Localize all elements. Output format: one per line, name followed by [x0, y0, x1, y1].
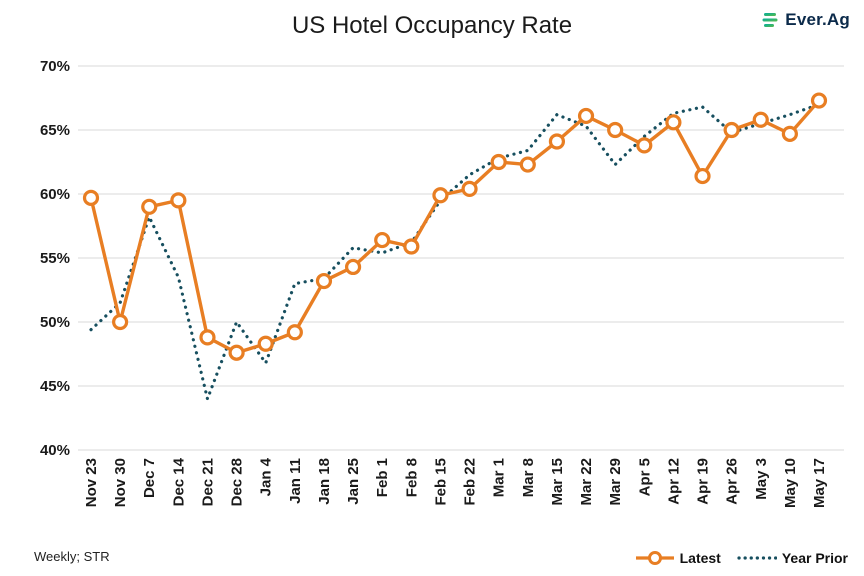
latest-data-point-marker: [694, 167, 711, 185]
year-prior-series-swatch-icon: [737, 556, 777, 560]
latest-data-point-marker: [607, 121, 624, 139]
source-note: Weekly; STR: [34, 549, 110, 564]
x-tick-label: Jan 4: [258, 457, 275, 496]
y-tick-label: 40%: [40, 442, 70, 459]
latest-data-point-marker: [577, 107, 595, 125]
x-tick-label: Feb 15: [432, 458, 449, 506]
chart-title: US Hotel Occupancy Rate: [291, 12, 573, 39]
y-tick-label: 65%: [40, 122, 70, 139]
latest-data-point-marker: [141, 198, 158, 215]
x-tick-label: Jan 11: [287, 458, 304, 504]
latest-data-point-marker: [548, 133, 566, 150]
latest-data-point-marker: [490, 153, 507, 171]
latest-data-point-marker: [752, 111, 769, 128]
y-tick-label: 50%: [40, 314, 70, 331]
latest-data-point-marker: [286, 324, 303, 341]
latest-data-point-marker: [810, 92, 828, 109]
x-tick-label: Apr 12: [665, 458, 682, 505]
x-tick-label: May 3: [753, 458, 770, 500]
series-year-prior-line: [89, 102, 821, 401]
latest-data-point-marker: [170, 192, 187, 209]
latest-data-point-marker: [82, 189, 100, 206]
gridlines: [78, 65, 844, 451]
x-tick-label: Jan 18: [316, 458, 333, 505]
y-tick-label: 60%: [40, 186, 70, 203]
x-tick-label: Mar 15: [549, 458, 566, 506]
latest-data-point-marker: [403, 238, 420, 255]
x-tick-label: May 10: [782, 458, 799, 508]
latest-data-point-marker: [519, 156, 536, 173]
x-tick-label: Nov 30: [112, 458, 129, 507]
x-tick-label: Dec 14: [170, 457, 187, 506]
legend-label-year-prior: Year Prior: [781, 550, 848, 566]
everag-logo: Ever.Ag: [760, 10, 850, 30]
latest-data-point-marker: [199, 329, 216, 346]
latest-data-point-marker: [112, 313, 129, 331]
x-tick-label: Mar 29: [607, 458, 624, 506]
footer-row: Weekly; STR Latest Year Prior: [0, 544, 864, 566]
x-tick-label: Mar 22: [578, 458, 595, 506]
y-tick-label: 70%: [40, 58, 70, 75]
latest-data-point-marker: [636, 137, 653, 154]
y-tick-label: 45%: [40, 378, 70, 395]
latest-data-point-marker: [665, 114, 682, 131]
x-tick-label: Nov 23: [83, 458, 100, 507]
x-tick-label: Jan 25: [345, 458, 362, 505]
everag-logo-icon: [762, 13, 778, 27]
x-tick-label: Mar 1: [491, 458, 508, 497]
latest-series-swatch-icon: [635, 551, 674, 565]
x-tick-label: Apr 5: [636, 458, 653, 496]
latest-data-point-marker: [315, 272, 333, 290]
latest-data-point-marker: [723, 121, 740, 139]
x-tick-label: Apr 26: [724, 458, 741, 505]
x-tick-label: Dec 28: [229, 458, 246, 506]
chart-legend: Latest Year Prior: [635, 550, 848, 566]
everag-logo-text: Ever.Ag: [785, 10, 850, 29]
x-tick-label: May 17: [811, 458, 828, 508]
x-tick-label: Dec 21: [199, 458, 216, 506]
legend-item-year-prior: Year Prior: [737, 550, 848, 566]
occupancy-line-chart: 40% 45% 50% 55% 60% 65% 70% Nov 23 Nov 30 Dec 7 De…: [40, 58, 844, 508]
latest-data-point-marker: [781, 125, 798, 142]
latest-data-point-marker: [228, 344, 245, 361]
x-axis-tick-labels: Nov 23 Nov 30 Dec 7 Dec 14 Dec 21 Dec 28 Jan 4…: [83, 457, 828, 508]
x-tick-label: Apr 19: [695, 458, 712, 505]
latest-data-point-marker: [461, 180, 478, 197]
series-latest-line: [89, 99, 821, 355]
y-tick-label: 55%: [40, 250, 70, 267]
series-latest-markers: [82, 92, 828, 361]
latest-data-point-marker: [257, 335, 274, 352]
x-tick-label: Mar 8: [520, 458, 537, 497]
y-axis-tick-labels: 40% 45% 50% 55% 60% 65% 70%: [40, 58, 70, 459]
legend-item-latest: Latest: [635, 550, 721, 566]
legend-label-latest: Latest: [679, 550, 721, 566]
x-tick-label: Feb 8: [403, 458, 420, 497]
latest-data-point-marker: [374, 231, 391, 249]
x-tick-label: Feb 1: [374, 458, 391, 497]
latest-data-point-marker: [432, 187, 449, 204]
x-tick-label: Dec 7: [141, 458, 158, 498]
latest-data-point-marker: [344, 258, 362, 276]
x-tick-label: Feb 22: [462, 458, 479, 506]
